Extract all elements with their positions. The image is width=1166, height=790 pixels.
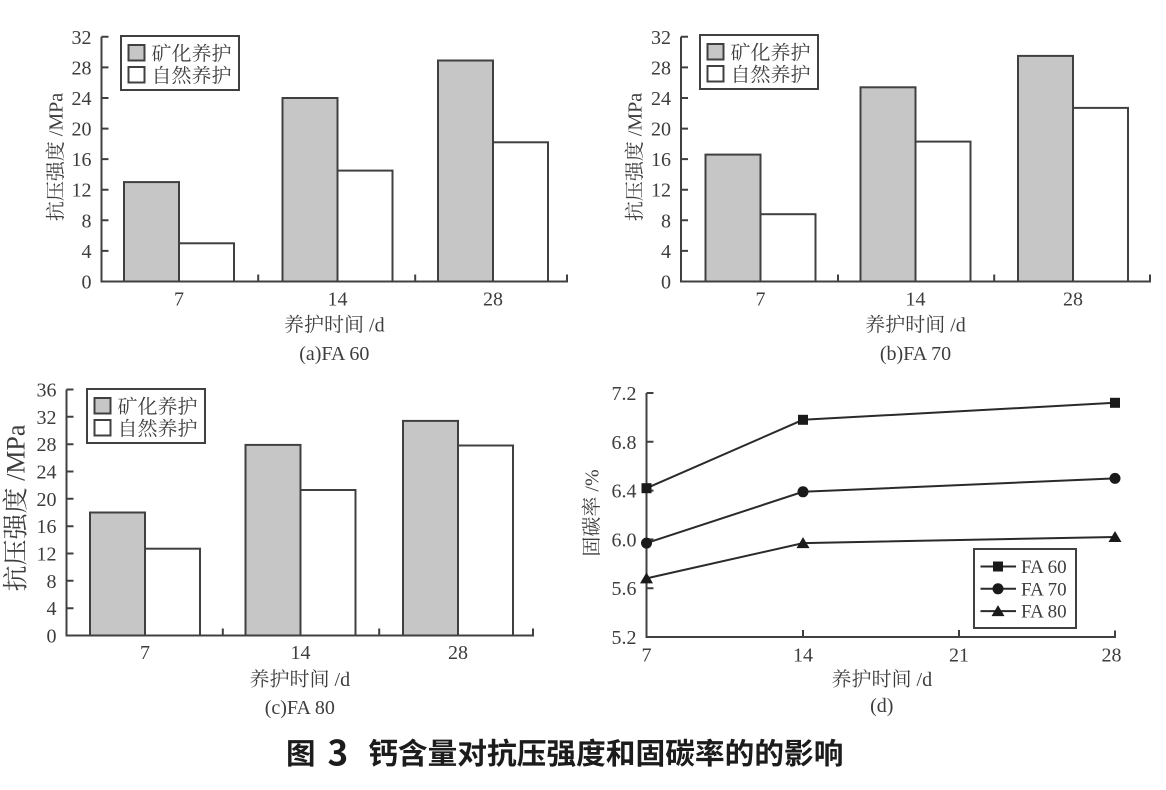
svg-text:(c)FA 80: (c)FA 80: [265, 697, 335, 719]
svg-text:28: 28: [1063, 289, 1083, 311]
svg-text:7: 7: [642, 645, 652, 667]
svg-text:28: 28: [37, 434, 57, 456]
svg-text:28: 28: [448, 642, 468, 664]
svg-text:/d: /d: [369, 315, 385, 337]
svg-text:28: 28: [651, 57, 671, 79]
svg-text:FA 70: FA 70: [1021, 579, 1067, 600]
svg-text:5.6: 5.6: [612, 578, 637, 600]
svg-text:6.0: 6.0: [612, 529, 637, 551]
svg-text:14: 14: [793, 645, 813, 667]
svg-text:36: 36: [37, 380, 57, 402]
svg-text:FA 60: FA 60: [1021, 557, 1067, 578]
svg-text:(d): (d): [870, 695, 893, 717]
svg-text:12: 12: [72, 180, 92, 202]
svg-text:/MPa: /MPa: [625, 93, 647, 136]
svg-text:28: 28: [483, 289, 503, 311]
svg-text:32: 32: [72, 27, 92, 49]
svg-text:/%: /%: [582, 469, 604, 491]
svg-text:20: 20: [651, 119, 671, 141]
svg-text:24: 24: [651, 88, 671, 110]
svg-text:20: 20: [72, 119, 92, 141]
svg-text:4: 4: [661, 241, 671, 263]
svg-text:16: 16: [37, 516, 57, 538]
svg-text:20: 20: [37, 489, 57, 511]
svg-text:/d: /d: [950, 315, 966, 337]
svg-text:16: 16: [651, 149, 671, 171]
svg-text:14: 14: [906, 289, 926, 311]
svg-text:14: 14: [291, 642, 311, 664]
svg-text:7: 7: [140, 642, 150, 664]
svg-text:(b)FA 70: (b)FA 70: [880, 343, 951, 365]
svg-text:0: 0: [82, 272, 92, 294]
svg-text:8: 8: [82, 210, 92, 232]
svg-text:5.2: 5.2: [612, 627, 637, 649]
svg-text:7: 7: [756, 289, 766, 311]
svg-text:4: 4: [82, 241, 92, 263]
svg-text:16: 16: [72, 149, 92, 171]
svg-text:14: 14: [328, 289, 348, 311]
svg-text:24: 24: [37, 462, 57, 484]
svg-text:7: 7: [174, 289, 184, 311]
svg-text:/d: /d: [335, 669, 351, 691]
svg-text:/d: /d: [917, 669, 933, 691]
svg-text:/MPa: /MPa: [2, 424, 31, 481]
svg-text:32: 32: [37, 407, 57, 429]
svg-text:32: 32: [651, 27, 671, 49]
svg-text:4: 4: [47, 598, 57, 620]
svg-text:FA 80: FA 80: [1021, 602, 1067, 623]
svg-text:7.2: 7.2: [612, 383, 637, 405]
svg-text:0: 0: [661, 272, 671, 294]
svg-text:/MPa: /MPa: [46, 93, 68, 136]
svg-text:12: 12: [651, 180, 671, 202]
svg-text:(a)FA 60: (a)FA 60: [299, 343, 369, 365]
svg-text:8: 8: [661, 210, 671, 232]
svg-text:0: 0: [47, 626, 57, 648]
svg-text:24: 24: [72, 88, 92, 110]
svg-text:8: 8: [47, 571, 57, 593]
svg-text:28: 28: [72, 57, 92, 79]
svg-text:12: 12: [37, 544, 57, 566]
svg-text:28: 28: [1102, 645, 1122, 667]
svg-text:21: 21: [949, 645, 969, 667]
svg-text:6.4: 6.4: [612, 481, 637, 503]
svg-text:6.8: 6.8: [612, 432, 637, 454]
